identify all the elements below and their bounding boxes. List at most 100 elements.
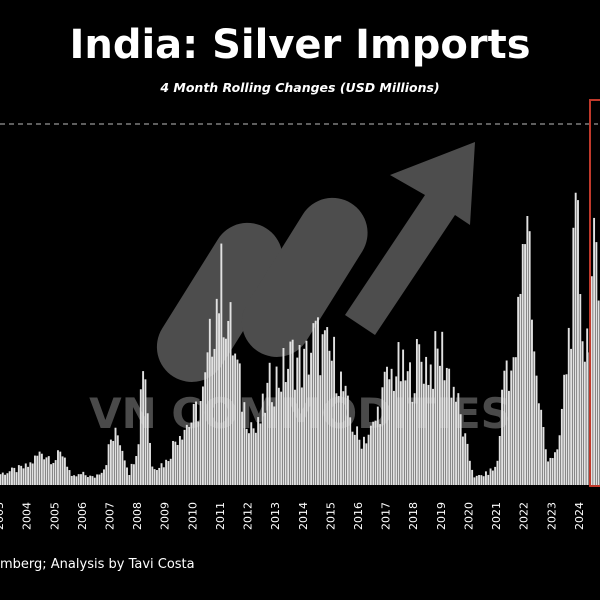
bar bbox=[549, 457, 552, 485]
bar bbox=[22, 468, 25, 485]
bar bbox=[374, 420, 377, 485]
bar bbox=[112, 440, 115, 485]
bar bbox=[75, 476, 78, 485]
bar bbox=[130, 463, 133, 485]
bar bbox=[176, 444, 179, 485]
bar bbox=[459, 414, 462, 485]
bar bbox=[464, 433, 467, 485]
bar bbox=[169, 458, 172, 485]
bar bbox=[211, 356, 214, 485]
bar bbox=[551, 458, 554, 485]
bar bbox=[340, 371, 342, 485]
tick-label-2023: 2023 bbox=[545, 502, 558, 530]
bar bbox=[489, 468, 492, 485]
bar bbox=[241, 411, 243, 485]
tick-label-2022: 2022 bbox=[518, 502, 531, 530]
bar bbox=[264, 412, 267, 485]
bar bbox=[47, 456, 50, 485]
bar bbox=[296, 357, 299, 485]
bar bbox=[220, 243, 223, 485]
bar bbox=[0, 474, 2, 485]
bar bbox=[153, 469, 156, 485]
bar bbox=[96, 474, 99, 485]
bar bbox=[1, 472, 4, 485]
bar bbox=[50, 464, 53, 485]
bar bbox=[259, 423, 262, 485]
bar bbox=[271, 402, 273, 485]
bar bbox=[351, 431, 354, 485]
bar bbox=[321, 334, 324, 485]
bar bbox=[280, 391, 283, 485]
tick-label-2014: 2014 bbox=[297, 502, 310, 530]
bar bbox=[565, 374, 568, 485]
bar bbox=[312, 323, 315, 485]
bar bbox=[484, 471, 487, 485]
bar bbox=[310, 352, 313, 485]
tick-label-2015: 2015 bbox=[324, 502, 337, 530]
bar bbox=[409, 362, 411, 485]
bar bbox=[581, 341, 584, 485]
bar bbox=[482, 476, 485, 485]
bar bbox=[319, 375, 322, 485]
bar bbox=[563, 374, 566, 485]
bar bbox=[215, 298, 218, 485]
bar bbox=[107, 444, 110, 485]
bar bbox=[287, 368, 290, 485]
bar bbox=[418, 344, 421, 485]
bar bbox=[342, 391, 345, 485]
bar bbox=[167, 461, 170, 485]
bar bbox=[144, 379, 147, 485]
bar bbox=[397, 342, 400, 485]
bar bbox=[238, 363, 241, 485]
tick-label-2013: 2013 bbox=[269, 502, 282, 530]
bar bbox=[349, 417, 352, 485]
bar bbox=[105, 465, 108, 485]
bar bbox=[282, 348, 285, 485]
bar bbox=[109, 439, 112, 485]
bar bbox=[404, 380, 407, 485]
chart-title: India: Silver Imports bbox=[69, 22, 531, 68]
bar bbox=[379, 424, 382, 485]
bar bbox=[356, 426, 359, 485]
bar bbox=[59, 451, 62, 485]
bar bbox=[261, 393, 264, 485]
bar bbox=[236, 359, 239, 485]
bar bbox=[128, 475, 131, 485]
bar bbox=[84, 475, 87, 485]
bar bbox=[277, 387, 280, 485]
bar bbox=[574, 192, 577, 486]
bar bbox=[471, 469, 474, 485]
bar bbox=[38, 451, 41, 485]
watermark-arrow-head bbox=[345, 142, 475, 335]
bar bbox=[89, 475, 92, 485]
bar bbox=[510, 370, 513, 485]
tick-label-2009: 2009 bbox=[159, 502, 172, 530]
bar bbox=[151, 466, 154, 485]
bar bbox=[121, 450, 124, 485]
bar bbox=[250, 422, 253, 485]
bar bbox=[524, 244, 527, 485]
bar bbox=[579, 294, 582, 485]
bar bbox=[514, 357, 517, 485]
bar bbox=[570, 348, 573, 485]
bar bbox=[337, 396, 340, 485]
bar bbox=[434, 331, 437, 485]
bar bbox=[365, 443, 368, 485]
bar bbox=[531, 319, 533, 485]
bar bbox=[480, 475, 483, 485]
bar bbox=[305, 340, 308, 485]
bar bbox=[395, 376, 398, 485]
bar bbox=[475, 475, 478, 485]
bar bbox=[146, 413, 149, 485]
bar-series bbox=[0, 192, 600, 486]
bar bbox=[540, 409, 543, 485]
bar bbox=[188, 427, 191, 485]
bar bbox=[496, 460, 499, 485]
bar bbox=[201, 386, 204, 485]
tick-label-2018: 2018 bbox=[407, 502, 420, 530]
bar bbox=[43, 459, 46, 485]
bar bbox=[429, 364, 432, 485]
bar bbox=[45, 457, 48, 485]
bar bbox=[137, 444, 140, 485]
bar bbox=[314, 320, 317, 485]
